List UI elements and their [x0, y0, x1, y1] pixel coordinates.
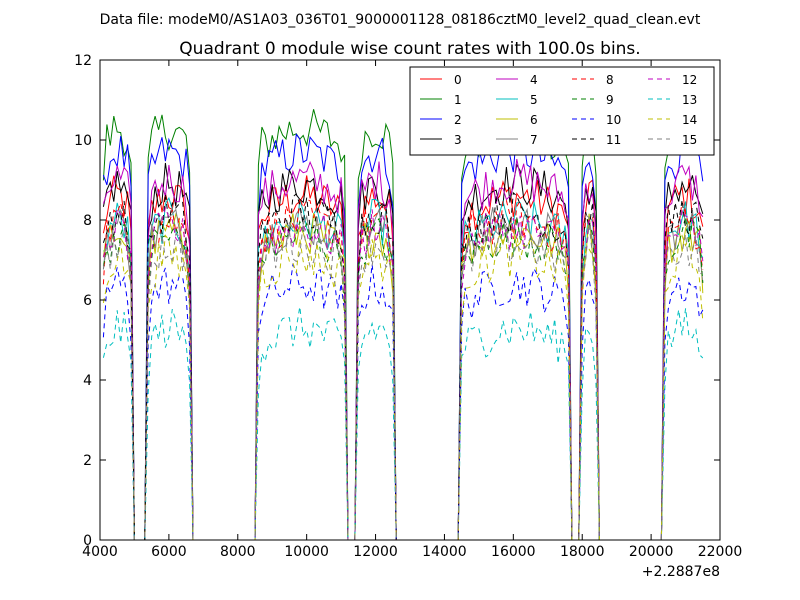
x-tick-label: 14000: [422, 544, 467, 560]
y-tick-label: 8: [83, 213, 92, 229]
series-line-12: [102, 206, 704, 540]
y-tick-label: 6: [83, 293, 92, 309]
x-tick-label: 10000: [284, 544, 329, 560]
legend-label-8: 8: [606, 73, 614, 87]
series-line-5: [103, 196, 704, 540]
legend-label-5: 5: [530, 93, 538, 107]
series-line-15: [102, 222, 704, 540]
x-offset-label: +2.2887e8: [642, 564, 720, 580]
legend-label-11: 11: [606, 133, 621, 147]
series-line-0: [102, 175, 704, 540]
y-tick-label: 0: [83, 533, 92, 549]
legend-box: [409, 66, 715, 156]
series-line-6: [102, 212, 704, 540]
x-tick-label: 4000: [82, 544, 118, 560]
x-tick-label: 8000: [220, 544, 256, 560]
y-tick-label: 12: [74, 53, 92, 69]
series-line-3: [102, 162, 704, 540]
y-tick-label: 2: [83, 453, 92, 469]
legend-label-12: 12: [682, 73, 697, 87]
legend-label-15: 15: [682, 133, 697, 147]
legend-label-0: 0: [454, 73, 462, 87]
series-line-9: [102, 216, 704, 540]
legend-label-6: 6: [530, 113, 538, 127]
legend-label-4: 4: [530, 73, 538, 87]
series-line-14: [102, 232, 704, 540]
x-tick-label: 6000: [151, 544, 187, 560]
x-tick-label: 12000: [353, 544, 398, 560]
legend-label-14: 14: [682, 113, 697, 127]
chart-title: Quadrant 0 module wise count rates with …: [179, 39, 640, 59]
x-tick-label: 18000: [560, 544, 605, 560]
figure-suptitle: Data file: modeM0/AS1A03_036T01_90000011…: [100, 12, 701, 28]
legend-label-7: 7: [530, 133, 538, 147]
legend-label-10: 10: [606, 113, 621, 127]
series-line-11: [102, 191, 704, 540]
series-line-8: [102, 198, 704, 540]
legend-label-9: 9: [606, 93, 614, 107]
legend-label-13: 13: [682, 93, 697, 107]
x-tick-label: 16000: [491, 544, 536, 560]
series-line-1: [102, 108, 704, 540]
y-tick-label: 10: [74, 133, 92, 149]
legend-label-3: 3: [454, 133, 462, 147]
series-line-2: [102, 129, 704, 540]
series-line-10: [102, 263, 704, 540]
legend-label-1: 1: [454, 93, 462, 107]
plot-area: [102, 108, 704, 540]
legend-label-2: 2: [454, 113, 462, 127]
y-tick-label: 4: [83, 373, 92, 389]
x-tick-label: 22000: [698, 544, 743, 560]
series-line-13: [102, 306, 704, 540]
axis-ticks: 4000 6000 8000 10000 12000 14000 16000 18000 200…: [74, 53, 742, 560]
x-tick-label: 20000: [629, 544, 674, 560]
series-line-7: [102, 207, 704, 540]
series-line-4: [102, 159, 704, 540]
